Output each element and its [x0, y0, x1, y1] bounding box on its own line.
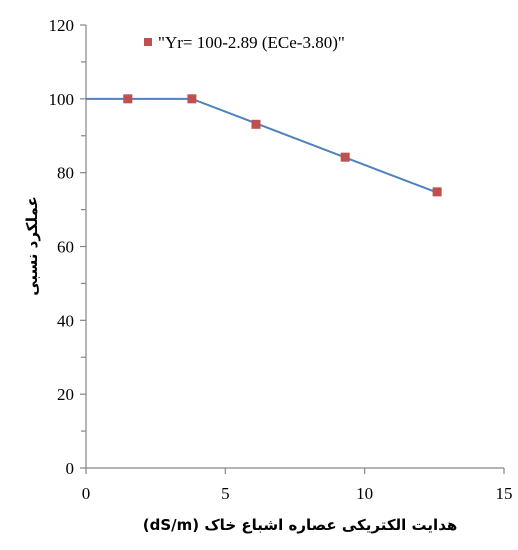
x-tick-label: 10	[356, 484, 373, 503]
y-tick-label: 40	[57, 311, 74, 330]
legend: "Yr= 100-2.89 (ECe-3.80)"	[144, 33, 345, 52]
series	[86, 94, 442, 197]
x-tick-label: 0	[82, 484, 91, 503]
y-tick-label: 20	[57, 385, 74, 404]
data-point	[187, 94, 197, 104]
legend-label: "Yr= 100-2.89 (ECe-3.80)"	[158, 33, 345, 52]
y-tick-label: 120	[49, 16, 75, 35]
data-point	[123, 94, 133, 104]
y-tick-label: 80	[57, 164, 74, 183]
x-axis-title: هدایت الکتریکی عصاره اشباع خاک (dS/m)	[143, 516, 458, 534]
series-line	[86, 97, 438, 194]
y-ticks: 0 20 40 60 80 100 120	[49, 16, 86, 478]
data-point	[432, 187, 442, 197]
data-point	[251, 119, 261, 129]
legend-marker	[144, 38, 152, 46]
y-tick-label: 0	[66, 459, 75, 478]
x-tick-label: 15	[496, 484, 513, 503]
y-tick-label: 100	[49, 90, 75, 109]
axes	[85, 25, 504, 469]
data-point	[340, 152, 350, 162]
y-tick-label: 60	[57, 238, 74, 257]
x-tick-label: 5	[221, 484, 230, 503]
y-axis-title: عملکرد نسبی	[23, 196, 41, 296]
x-ticks: 0 5 10 15	[82, 468, 513, 503]
